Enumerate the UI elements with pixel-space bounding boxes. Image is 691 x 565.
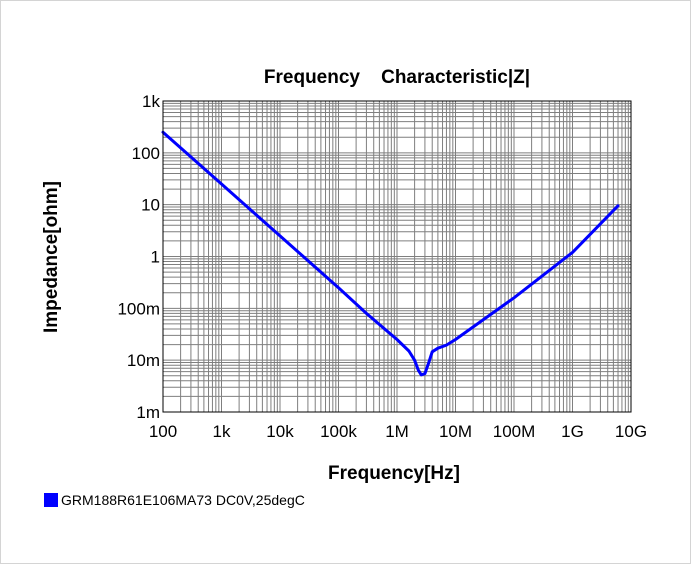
y-tick-label: 100m (117, 299, 160, 318)
series-line (161, 130, 620, 377)
y-tick-label: 1 (151, 248, 160, 267)
x-tick-label: 10k (266, 422, 294, 441)
grid (162, 101, 631, 413)
x-tick-label: 100 (149, 422, 177, 441)
y-tick-label: 10m (127, 351, 160, 370)
tick-labels: 100 1k 10k 100k 1M 10M 100M 1G 10G 1m 10m 100m 1 10 10… (117, 92, 647, 441)
x-tick-label: 10M (439, 422, 472, 441)
legend: GRM188R61E106MA73 DC0V,25degC (44, 492, 305, 508)
legend-label: GRM188R61E106MA73 DC0V,25degC (61, 492, 305, 508)
y-tick-label: 1k (142, 92, 160, 111)
plot-border (162, 100, 632, 413)
x-tick-label: 100M (493, 422, 536, 441)
x-tick-label: 1M (385, 422, 409, 441)
y-tick-label: 1m (136, 403, 160, 422)
x-tick-label: 100k (320, 422, 357, 441)
y-tick-label: 100 (132, 144, 160, 163)
series-layer (161, 130, 620, 377)
x-tick-label: 10G (615, 422, 647, 441)
legend-swatch (44, 493, 58, 507)
x-tick-label: 1G (561, 422, 584, 441)
y-tick-label: 10 (141, 196, 160, 215)
x-tick-label: 1k (213, 422, 231, 441)
chart-title: Frequency Characteristic|Z| (264, 67, 530, 88)
y-axis-label: Impedance[ohm] (41, 181, 62, 333)
x-axis-label: Frequency[Hz] (328, 463, 460, 484)
